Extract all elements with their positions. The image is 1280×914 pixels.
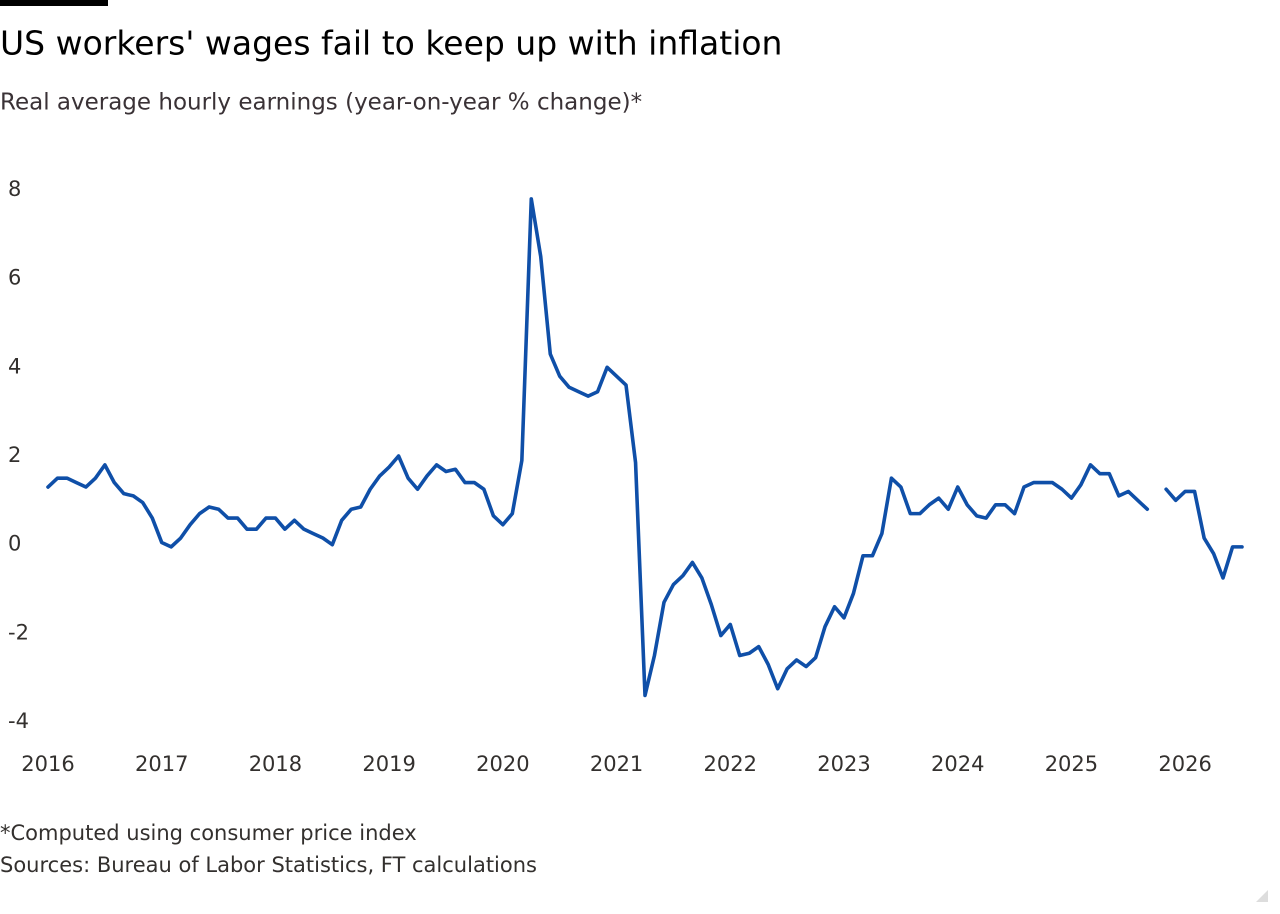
y-tick-label: 6 — [8, 266, 21, 290]
chart-subtitle: Real average hourly earnings (year-on-ye… — [0, 90, 642, 116]
y-tick-label: -4 — [8, 709, 29, 733]
x-tick-label: 2026 — [1158, 752, 1211, 776]
x-tick-label: 2017 — [135, 752, 188, 776]
chart-title: US workers' wages fail to keep up with i… — [0, 24, 782, 63]
y-tick-label: 8 — [8, 177, 21, 201]
x-tick-label: 2022 — [704, 752, 757, 776]
x-tick-label: 2020 — [476, 752, 529, 776]
resize-handle — [1256, 890, 1268, 902]
x-tick-label: 2024 — [931, 752, 984, 776]
y-tick-label: -2 — [8, 620, 29, 644]
footnote: *Computed using consumer price index — [0, 821, 417, 845]
brand-bar — [0, 0, 108, 6]
x-tick-label: 2019 — [362, 752, 415, 776]
y-tick-label: 2 — [8, 443, 21, 467]
y-tick-label: 0 — [8, 532, 21, 556]
x-tick-label: 2025 — [1045, 752, 1098, 776]
source: Sources: Bureau of Labor Statistics, FT … — [0, 853, 537, 877]
x-tick-label: 2023 — [817, 752, 870, 776]
y-tick-label: 4 — [8, 354, 21, 378]
x-tick-label: 2016 — [21, 752, 74, 776]
x-tick-label: 2018 — [249, 752, 302, 776]
data-line — [46, 197, 1244, 698]
x-tick-label: 2021 — [590, 752, 643, 776]
